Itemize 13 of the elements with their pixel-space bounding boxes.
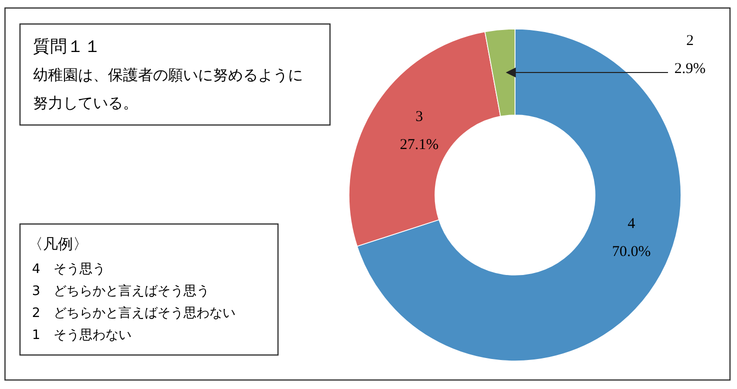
legend-title: 〈凡例〉 [28, 235, 88, 253]
text: 1 そう思わない [32, 328, 132, 343]
slice-label: 4 [628, 216, 636, 232]
slice-label: 3 [415, 109, 423, 126]
text: 2 どちらかと言えばそう思わない [32, 305, 236, 321]
text: 幼稚園は、保護者の願いに努めるように努力している。 [33, 66, 303, 112]
data-label: 70.0% [612, 244, 651, 260]
text: 質問１１ [33, 37, 101, 57]
slice-label: 2 [686, 33, 694, 49]
text: 4 そう思う [32, 262, 106, 277]
text: 3 どちらかと言えばそう思う [32, 283, 210, 299]
data-label: 2.9% [674, 61, 706, 77]
data-label: 27.1% [400, 137, 439, 154]
